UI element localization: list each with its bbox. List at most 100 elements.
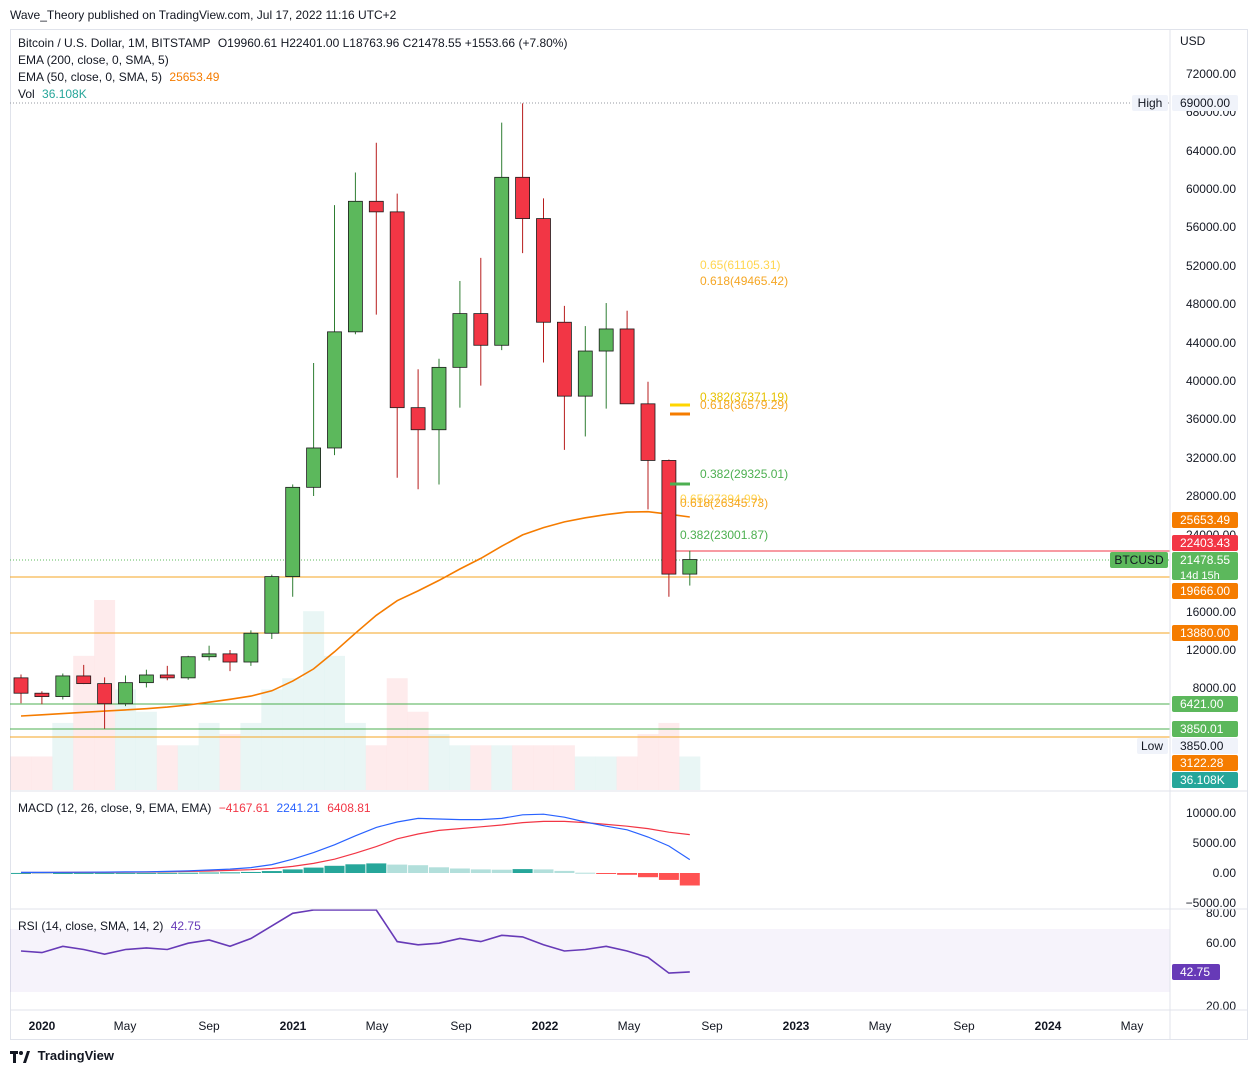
horizontal-levels-layer (10, 102, 1170, 738)
volume-bar (31, 756, 53, 790)
price-badge (1172, 755, 1238, 771)
ema50-line (20, 510, 690, 717)
legend-ema50-value: 25653.49 (169, 70, 220, 84)
price-badge-label: 3850.00 (1180, 739, 1224, 753)
macd-histogram-bar (533, 869, 554, 873)
publisher-header: Wave_Theory published on TradingView.com… (10, 8, 397, 22)
fib-label: 0.382(29325.01) (700, 467, 788, 481)
ema50-layer (20, 510, 690, 717)
volume-bar (73, 655, 95, 790)
candle-body (34, 692, 50, 697)
macd-histogram-bar (554, 870, 575, 873)
candle-body (97, 683, 112, 705)
legend-rsi-value: 42.75 (170, 919, 201, 933)
countdown-label: 14d 15h (1180, 570, 1220, 582)
legend-volume[interactable]: Vol 36.108K (18, 87, 91, 101)
time-tick-label: 2024 (1035, 1019, 1062, 1033)
candle-body (410, 407, 426, 431)
candle-body (138, 674, 154, 684)
macd-histogram-bar (575, 872, 596, 874)
macd-histogram-bar (178, 872, 199, 874)
candle-body (306, 447, 322, 488)
legend-ema200[interactable]: EMA (200, close, 0, SMA, 5) (18, 53, 173, 67)
price-badge-label: 21478.55 (1180, 553, 1230, 567)
price-badge (1172, 772, 1238, 788)
price-badge-label: 19666.00 (1180, 584, 1230, 598)
macd-histogram-bar (638, 873, 658, 878)
legend-rsi-label: RSI (14, close, SMA, 14, 2) (18, 919, 164, 933)
macd-histogram-bar (240, 871, 261, 873)
time-tick-label: May (366, 1019, 389, 1033)
candle-body (473, 313, 489, 346)
volume-bar (156, 745, 178, 790)
macd-histogram-bar (303, 867, 324, 873)
legend-ema50[interactable]: EMA (50, close, 0, SMA, 5) 25653.49 (18, 70, 223, 84)
macd-histogram-bar (261, 871, 282, 873)
footer-brand[interactable]: TradingView (10, 1048, 114, 1063)
candle-body (201, 653, 217, 658)
time-tick-label: 2022 (532, 1019, 559, 1033)
price-badge-label: 22403.43 (1180, 536, 1230, 550)
fib-label: 0.65(27394.99) (680, 492, 761, 506)
time-tick-label: 2020 (29, 1019, 56, 1033)
volume-bar (595, 756, 617, 790)
macd-histogram-bar (658, 873, 679, 880)
rsi-line (20, 909, 690, 974)
macd-histogram-bar (512, 869, 533, 873)
candle-body (180, 656, 196, 679)
fib-label: 0.618(26345.73) (680, 496, 768, 510)
macd-histogram-bar (679, 873, 700, 886)
time-tick-label: Sep (701, 1019, 723, 1033)
price-badge-label: 25653.49 (1180, 513, 1230, 527)
time-tick-label: Sep (450, 1019, 472, 1033)
price-tick-label: 64000.00 (1186, 144, 1236, 158)
low-badge-label: Low (1141, 739, 1163, 753)
rsi-tick-label: 60.00 (1206, 936, 1236, 950)
volume-bar (303, 611, 325, 790)
legend-symbol-row[interactable]: Bitcoin / U.S. Dollar, 1M, BITSTAMP O199… (18, 36, 571, 50)
volume-bar (52, 722, 74, 790)
chart-frame[interactable] (10, 29, 1248, 1040)
time-tick-label: May (1121, 1019, 1144, 1033)
volume-layer (10, 600, 701, 790)
volume-bar (512, 745, 534, 790)
macd-histogram-bar (324, 865, 345, 873)
fib-label: 0.382(37371.19) (700, 390, 788, 404)
candle-body (577, 350, 593, 397)
price-badge-label: 13880.00 (1180, 626, 1230, 640)
volume-bar (428, 734, 450, 790)
candle-body (598, 328, 614, 352)
volume-bar (637, 734, 659, 790)
price-badge (1172, 552, 1238, 580)
time-tick-label: Sep (953, 1019, 975, 1033)
fib-label: 0.618(36579.29) (700, 398, 788, 412)
price-badge-label: 36.108K (1180, 773, 1225, 787)
volume-bar (616, 756, 638, 790)
volume-bar (219, 734, 241, 790)
candle-body (368, 200, 384, 213)
macd-histogram-bar (470, 869, 491, 873)
volume-bar (491, 745, 513, 790)
macd-histogram-bar (345, 864, 366, 873)
volume-bar (470, 745, 492, 790)
volume-bar (324, 655, 345, 790)
volume-bar (386, 678, 408, 790)
legend-ema200-label: EMA (200, close, 0, SMA, 5) (18, 53, 169, 67)
candle-body (661, 460, 677, 575)
volume-bar (658, 722, 680, 790)
legend-rsi[interactable]: RSI (14, close, SMA, 14, 2) 42.75 (18, 919, 205, 933)
legend-macd[interactable]: MACD (12, 26, close, 9, EMA, EMA) −4167.… (18, 801, 375, 815)
price-badge (1172, 583, 1238, 599)
candle-body (243, 632, 259, 663)
candle-body (557, 321, 572, 397)
macd-tick-label: 0.00 (1213, 866, 1237, 880)
macd-histogram-bar (31, 872, 52, 874)
price-tick-label: 56000.00 (1186, 220, 1236, 234)
high-badge-label: High (1138, 96, 1163, 110)
volume-bar (198, 722, 220, 790)
candle-body (222, 653, 238, 663)
footer-brand-label: TradingView (37, 1048, 114, 1063)
candle-body (682, 559, 698, 575)
candle-body (264, 576, 280, 634)
